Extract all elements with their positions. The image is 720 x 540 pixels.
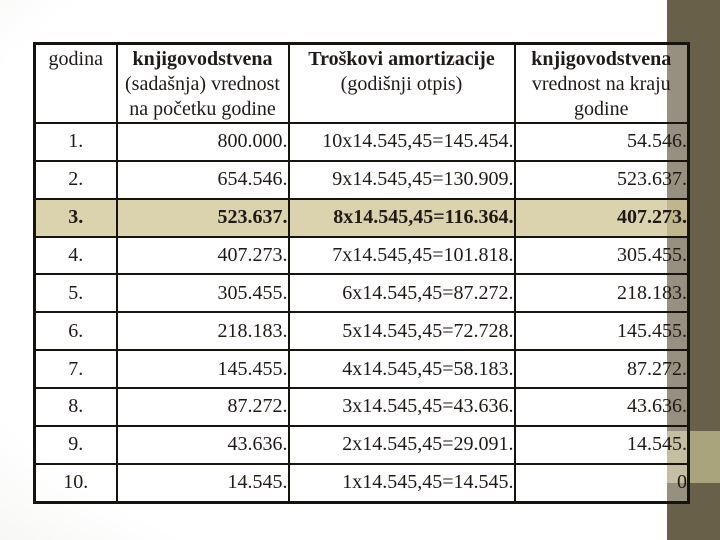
cell-year: 4. [33, 235, 118, 276]
table-row: 2. 654.546. 9x14.545,45=130.909. 523.637… [33, 159, 690, 200]
cell-amortization: 10x14.545,45=145.454. [287, 122, 516, 162]
cell-amortization: 8x14.545,45=116.364. [287, 197, 516, 238]
header-text: na početku godine [129, 98, 276, 120]
cell-amortization: 4x14.545,45=58.183. [287, 349, 516, 390]
header-text-bold: knjigovodstvena [132, 48, 273, 70]
cell-begin-value: 305.455. [115, 273, 290, 314]
header-text: vrednost na kraju [531, 73, 671, 95]
header-cell-amortization-cost: Troškovi amortizacije (godišnji otpis) [287, 42, 516, 124]
cell-year: 1. [33, 122, 118, 162]
cell-begin-value: 523.637. [115, 197, 290, 238]
table-row: 4. 407.273. 7x14.545,45=101.818. 305.455… [33, 235, 690, 276]
cell-year: 3. [33, 197, 118, 238]
cell-end-value: 0 [513, 462, 690, 504]
cell-year: 9. [33, 424, 118, 465]
header-cell-book-value-start: knjigovodstvena (sadašnja) vrednost na p… [115, 42, 290, 124]
header-text: (sadašnja) vrednost [125, 73, 280, 95]
cell-begin-value: 43.636. [115, 424, 290, 465]
cell-begin-value: 218.183. [115, 311, 290, 352]
cell-amortization: 1x14.545,45=14.545. [287, 462, 516, 504]
cell-end-value: 87.272. [513, 349, 690, 390]
cell-begin-value: 654.546. [115, 159, 290, 200]
cell-end-value: 14.545. [513, 424, 690, 465]
header-text: godine [574, 98, 629, 120]
cell-year: 10. [33, 462, 118, 504]
cell-year: 6. [33, 311, 118, 352]
header-text: (godišnji otpis) [340, 73, 463, 95]
table-row: 8. 87.272. 3x14.545,45=43.636. 43.636. [33, 387, 690, 427]
cell-amortization: 2x14.545,45=29.091. [287, 424, 516, 465]
cell-begin-value: 145.455. [115, 349, 290, 390]
cell-year: 5. [33, 273, 118, 314]
table-row: 7. 145.455. 4x14.545,45=58.183. 87.272. [33, 349, 690, 390]
cell-end-value: 218.183. [513, 273, 690, 314]
cell-end-value: 407.273. [513, 197, 690, 238]
table-row: 10. 14.545. 1x14.545,45=14.545. 0 [33, 462, 690, 504]
cell-year: 8. [33, 387, 118, 427]
header-cell-godina: godina [33, 42, 118, 124]
cell-end-value: 523.637. [513, 159, 690, 200]
cell-year: 2. [33, 159, 118, 200]
table-header-row: godina knjigovodstvena (sadašnja) vredno… [33, 42, 690, 124]
table-row: 9. 43.636. 2x14.545,45=29.091. 14.545. [33, 424, 690, 465]
table-row: 6. 218.183. 5x14.545,45=72.728. 145.455. [33, 311, 690, 352]
header-text: godina [48, 48, 103, 70]
header-text-bold: Troškovi amortizacije [308, 48, 495, 70]
cell-end-value: 145.455. [513, 311, 690, 352]
cell-year: 7. [33, 349, 118, 390]
cell-begin-value: 87.272. [115, 387, 290, 427]
cell-amortization: 5x14.545,45=72.728. [287, 311, 516, 352]
amortization-table: godina knjigovodstvena (sadašnja) vredno… [33, 42, 690, 504]
table-row-highlighted: 3. 523.637. 8x14.545,45=116.364. 407.273… [33, 197, 690, 238]
table-row: 5. 305.455. 6x14.545,45=87.272. 218.183. [33, 273, 690, 314]
cell-end-value: 305.455. [513, 235, 690, 276]
cell-begin-value: 14.545. [115, 462, 290, 504]
table-row: 1. 800.000. 10x14.545,45=145.454. 54.546… [33, 122, 690, 162]
cell-amortization: 9x14.545,45=130.909. [287, 159, 516, 200]
header-cell-book-value-end: knjigovodstvena vrednost na kraju godine [513, 42, 690, 124]
cell-begin-value: 407.273. [115, 235, 290, 276]
cell-amortization: 6x14.545,45=87.272. [287, 273, 516, 314]
cell-amortization: 7x14.545,45=101.818. [287, 235, 516, 276]
cell-end-value: 54.546. [513, 122, 690, 162]
header-text-bold: knjigovodstvena [531, 48, 672, 70]
cell-end-value: 43.636. [513, 387, 690, 427]
cell-amortization: 3x14.545,45=43.636. [287, 387, 516, 427]
cell-begin-value: 800.000. [115, 122, 290, 162]
